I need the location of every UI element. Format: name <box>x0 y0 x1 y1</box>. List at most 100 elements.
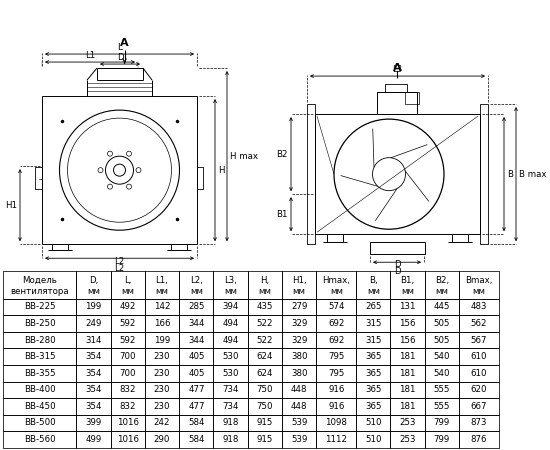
Bar <box>425 299 459 315</box>
Text: ВВ-500: ВВ-500 <box>24 418 56 427</box>
Bar <box>248 299 282 315</box>
Text: L1: L1 <box>85 51 95 60</box>
Bar <box>145 315 179 332</box>
Text: 692: 692 <box>328 319 344 328</box>
Bar <box>356 365 390 382</box>
Text: 230: 230 <box>154 402 170 411</box>
Text: D: D <box>117 53 123 62</box>
Text: A: A <box>120 38 129 48</box>
Text: 354: 354 <box>85 369 102 378</box>
Text: Bmax,: Bmax, <box>465 275 493 284</box>
Text: 610: 610 <box>471 352 487 361</box>
Bar <box>213 365 248 382</box>
Bar <box>356 348 390 365</box>
Bar <box>316 365 356 382</box>
Bar <box>213 414 248 431</box>
Text: 365: 365 <box>365 369 382 378</box>
Bar <box>248 332 282 348</box>
Bar <box>282 332 316 348</box>
Bar <box>356 414 390 431</box>
Text: 916: 916 <box>328 385 344 394</box>
Text: ВВ-315: ВВ-315 <box>24 352 56 361</box>
Text: 445: 445 <box>433 302 450 311</box>
Text: 574: 574 <box>328 302 344 311</box>
Bar <box>76 414 111 431</box>
Bar <box>282 315 316 332</box>
Text: 405: 405 <box>188 352 205 361</box>
Bar <box>425 348 459 365</box>
Text: B2,: B2, <box>435 275 449 284</box>
Text: L1,: L1, <box>156 275 168 284</box>
Text: мм: мм <box>224 287 237 296</box>
Bar <box>3 414 76 431</box>
Bar <box>111 348 145 365</box>
Bar <box>76 348 111 365</box>
Text: 344: 344 <box>188 336 205 345</box>
Text: D,: D, <box>89 275 98 284</box>
Text: 915: 915 <box>257 435 273 444</box>
Bar <box>390 271 425 299</box>
Text: 620: 620 <box>471 385 487 394</box>
Text: L3: L3 <box>392 65 403 74</box>
Text: 230: 230 <box>154 352 170 361</box>
Bar <box>111 332 145 348</box>
Bar <box>248 414 282 431</box>
Text: ВВ-560: ВВ-560 <box>24 435 56 444</box>
Text: мм: мм <box>87 287 100 296</box>
Bar <box>370 242 425 254</box>
Bar <box>316 348 356 365</box>
Bar <box>459 365 499 382</box>
Bar <box>145 382 179 398</box>
Bar <box>3 398 76 414</box>
Bar <box>76 271 111 299</box>
Bar <box>213 348 248 365</box>
Text: 624: 624 <box>257 369 273 378</box>
Text: ВВ-355: ВВ-355 <box>24 369 56 378</box>
Text: 405: 405 <box>188 369 205 378</box>
Text: 265: 265 <box>365 302 382 311</box>
Bar <box>390 414 425 431</box>
Bar <box>248 315 282 332</box>
Bar <box>425 398 459 414</box>
Bar <box>111 414 145 431</box>
Bar <box>356 382 390 398</box>
Bar <box>405 92 419 104</box>
Text: 329: 329 <box>291 336 307 345</box>
Text: 592: 592 <box>119 319 136 328</box>
Bar <box>197 167 203 189</box>
Text: Hmax,: Hmax, <box>322 275 350 284</box>
Bar <box>316 431 356 448</box>
Text: 249: 249 <box>85 319 102 328</box>
Bar <box>282 299 316 315</box>
Bar <box>145 431 179 448</box>
Text: 448: 448 <box>291 402 307 411</box>
Text: 181: 181 <box>399 369 416 378</box>
Text: мм: мм <box>367 287 380 296</box>
Text: 230: 230 <box>154 369 170 378</box>
Bar <box>179 332 213 348</box>
Bar <box>459 271 499 299</box>
Text: 584: 584 <box>188 418 205 427</box>
Text: 314: 314 <box>85 336 102 345</box>
Bar <box>282 271 316 299</box>
Text: 700: 700 <box>119 352 136 361</box>
Bar <box>3 365 76 382</box>
Bar <box>76 332 111 348</box>
Text: 329: 329 <box>291 319 307 328</box>
Text: 795: 795 <box>328 369 344 378</box>
Text: 918: 918 <box>222 435 239 444</box>
Text: 380: 380 <box>291 369 307 378</box>
Bar <box>459 315 499 332</box>
Text: 199: 199 <box>85 302 102 311</box>
Bar <box>213 382 248 398</box>
Text: 539: 539 <box>291 418 307 427</box>
Text: 477: 477 <box>188 385 205 394</box>
Text: 399: 399 <box>85 418 102 427</box>
Bar <box>385 84 407 92</box>
Text: 499: 499 <box>85 435 102 444</box>
Text: B1: B1 <box>277 210 288 219</box>
Bar <box>213 332 248 348</box>
Text: ВВ-400: ВВ-400 <box>24 385 56 394</box>
Text: 435: 435 <box>257 302 273 311</box>
Bar <box>390 332 425 348</box>
